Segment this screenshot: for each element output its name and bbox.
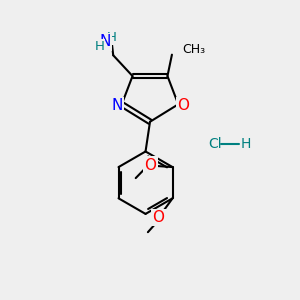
Text: O: O — [153, 210, 165, 225]
Text: H: H — [241, 137, 251, 151]
Text: H: H — [94, 40, 104, 53]
Text: O: O — [177, 98, 189, 113]
Text: Cl: Cl — [208, 137, 222, 151]
Text: N: N — [112, 98, 123, 113]
Text: H: H — [107, 31, 117, 44]
Text: CH₃: CH₃ — [182, 43, 206, 56]
Text: N: N — [100, 34, 111, 50]
Text: O: O — [145, 158, 157, 172]
